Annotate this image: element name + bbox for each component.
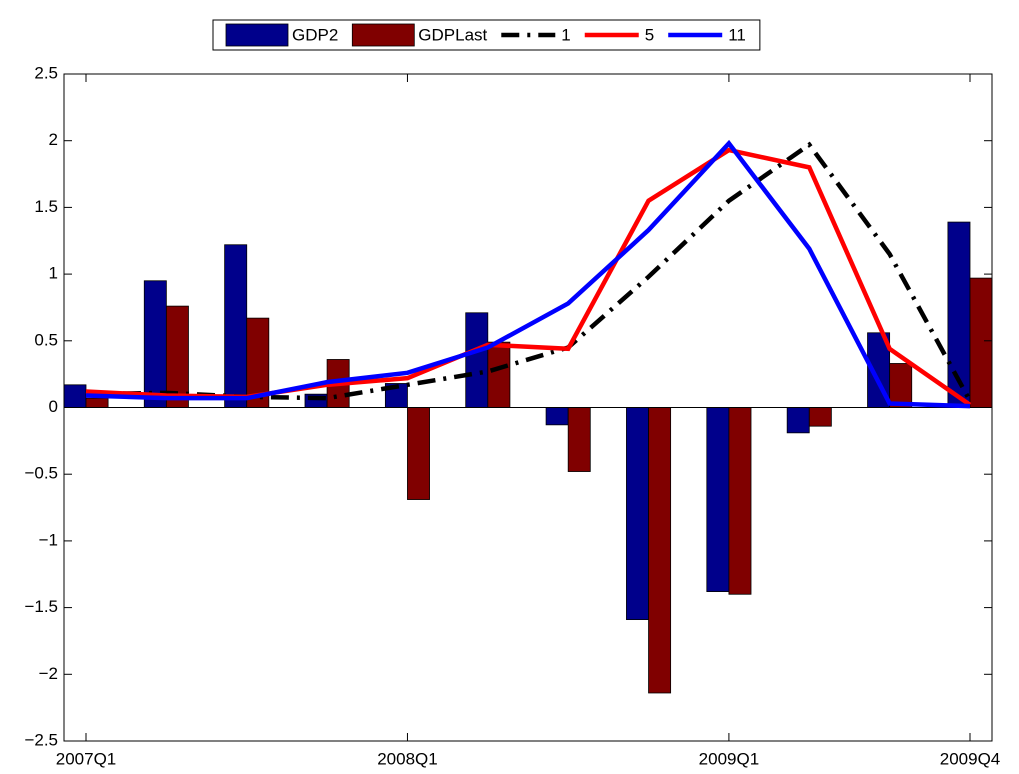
bar [648,407,672,694]
bar [728,407,752,595]
bar [465,312,489,408]
bar [224,244,248,408]
y-tick-label: −2.5 [24,730,58,749]
legend-swatch [351,23,415,47]
y-tick-label: −1.5 [24,597,58,616]
bar [85,397,109,408]
y-tick-label: 0.5 [34,330,58,349]
x-tick-label: 2007Q1 [56,749,117,768]
legend-swatch [225,23,289,47]
bar [567,407,591,472]
bar [786,407,810,434]
bar [706,407,730,592]
bar [407,407,430,500]
legend-label: GDP2 [292,25,338,44]
legend-label: GDPLast [418,25,487,44]
bar [487,341,511,408]
bar [143,280,167,408]
bar [808,407,832,427]
y-tick-label: −0.5 [24,464,58,483]
legend-label: 11 [728,25,746,44]
x-tick-label: 2008Q1 [377,749,438,768]
y-tick-label: 2 [49,130,58,149]
legend: GDP2 GDPLast 1 5 11 [212,19,761,51]
x-tick-label: 2009Q4 [940,749,1001,768]
y-tick-label: 1.5 [34,197,58,216]
bar [545,407,569,426]
y-tick-label: 1 [49,264,58,283]
bar [969,277,993,408]
bar [889,363,913,408]
line-series [85,141,972,402]
y-tick-label: −1 [39,530,58,549]
bar [63,384,87,408]
line-series [85,139,971,409]
legend-label: 5 [645,25,654,44]
y-tick-label: 0 [49,397,58,416]
x-tick-label: 2009Q1 [699,749,760,768]
legend-label: 1 [561,25,570,44]
y-tick-label: 2.5 [34,63,58,82]
y-tick-label: −2 [39,664,58,683]
bar [626,407,649,621]
